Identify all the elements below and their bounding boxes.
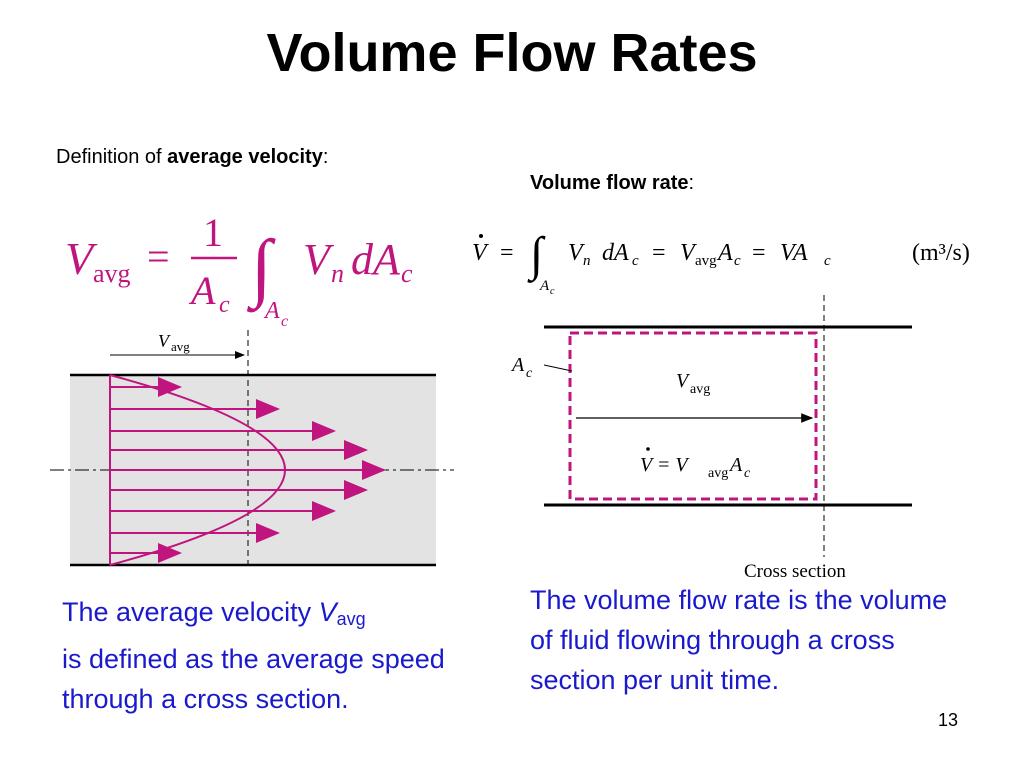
page-number: 13 (938, 710, 959, 730)
def-bold: average velocity (167, 146, 323, 168)
caption-line1: The average velocity (62, 597, 319, 627)
flow-rate-label-suffix: : (688, 172, 695, 194)
eq-equals-3: = (752, 240, 766, 266)
slide-title: Volume Flow Rates (266, 23, 758, 83)
eq-t2-avg: avg (695, 253, 717, 269)
volume-flow-rate-equation: V = ∫ A c V n dA c = V avg A c = VA c (m… (472, 228, 970, 297)
vdot-dot (646, 447, 650, 451)
eq-t1-v: V (568, 240, 585, 266)
average-velocity-caption: The average velocity Vavg is defined as t… (62, 592, 462, 719)
velocity-profile-diagram: V avg (50, 330, 454, 570)
vdot-eq-c: c (744, 466, 751, 481)
eq-integrand-n: n (331, 259, 344, 288)
caption-vavg-sub: avg (336, 609, 366, 629)
def-suffix: : (322, 146, 329, 168)
eq-units: (m³/s) (912, 240, 970, 266)
integral-sign: ∫ (247, 225, 276, 313)
eq-t1-n: n (583, 253, 591, 269)
eq-lower-c: c (550, 286, 555, 297)
caption-rest: is defined as the average speed through … (62, 644, 445, 714)
vavg-label-avg: avg (171, 339, 190, 354)
ac-label-c: c (526, 366, 533, 381)
eq-t1-c: c (632, 253, 639, 269)
eq-numerator: 1 (203, 210, 223, 255)
caption-vavg-symbol: V (318, 597, 337, 627)
eq-den-c: c (219, 292, 230, 318)
eq-int-lower-c: c (281, 313, 288, 330)
volume-flow-rate-caption: The volume flow rate is the volume of fl… (530, 585, 948, 695)
eq-lhs-v: V (65, 233, 98, 284)
eq-int-lower-a: A (263, 298, 280, 324)
eq-equals-1: = (500, 240, 514, 266)
vdot-eq-main: V = V (640, 454, 690, 476)
eq-equals-2: = (652, 240, 666, 266)
eq-t2-a: A (716, 240, 733, 266)
eq-t3-c: c (824, 253, 831, 269)
def-prefix: Definition of (56, 146, 168, 168)
eq-t2-v: V (680, 240, 697, 266)
eq-integrand-v: V (303, 235, 335, 284)
eq-t1-da: dA (602, 240, 629, 266)
flow-rate-label-bold: Volume flow rate (530, 172, 689, 194)
eq-t3: VA (780, 240, 808, 266)
eq-equals: = (147, 234, 170, 279)
cross-section-diagram: A c V avg V = V avg A c Cross section (510, 295, 912, 582)
eq-integrand-da: dA (351, 235, 401, 284)
cross-section-label: Cross section (744, 561, 846, 582)
control-surface-box (568, 331, 818, 501)
eq-den-a: A (188, 268, 216, 313)
vavg-label-v: V (158, 331, 171, 351)
average-velocity-equation: V avg = 1 A c ∫ A c V n dA c (65, 210, 413, 330)
ac-label-a: A (510, 354, 525, 376)
eq-t2-c: c (734, 253, 741, 269)
eq-vdot: V (472, 240, 489, 266)
vdot-eq-avg: avg (708, 466, 728, 481)
vavg-label-v: V (676, 370, 691, 392)
eq-integrand-c: c (401, 259, 413, 288)
vdot-dot (479, 234, 483, 238)
average-velocity-definition-label: Definition of average velocity: (56, 146, 328, 169)
eq-lhs-avg: avg (93, 259, 131, 288)
eq-integral-sign: ∫ (527, 228, 546, 283)
ac-leader (543, 364, 573, 372)
vavg-label-avg: avg (690, 382, 710, 397)
eq-lower-a: A (539, 278, 550, 294)
vdot-eq-a: A (728, 454, 743, 476)
volume-flow-rate-label: Volume flow rate: (530, 172, 694, 195)
